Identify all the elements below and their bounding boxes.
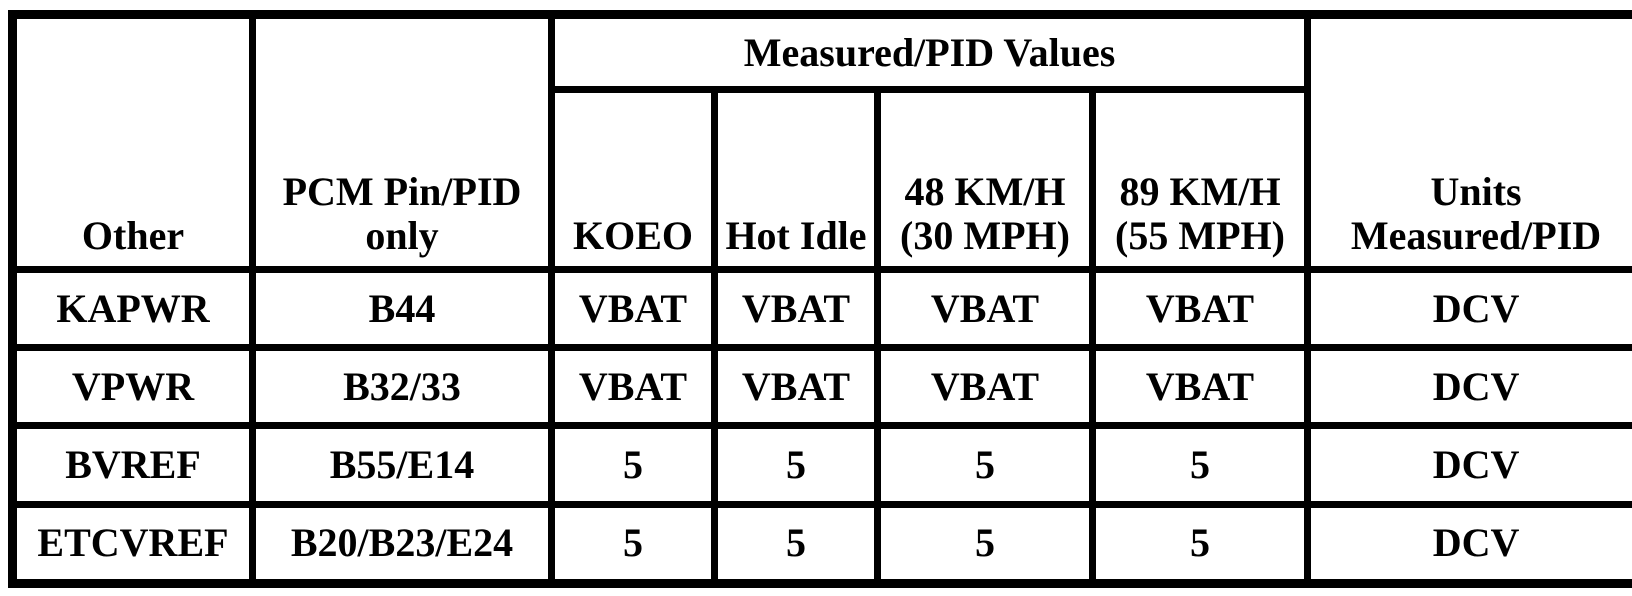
header-row: Other PCM Pin/PID only Measured/PID Valu… — [17, 19, 1632, 267]
header-cell: Units Measured/PID — [1311, 19, 1632, 267]
table-cell: VBAT — [881, 351, 1089, 423]
table-cell: 5 — [881, 507, 1089, 579]
table-cell: DCV — [1311, 351, 1632, 423]
header-cell: Other — [17, 19, 249, 267]
table-cell: VBAT — [718, 273, 874, 345]
table-cell: VBAT — [555, 351, 711, 423]
table-cell: 5 — [1096, 429, 1305, 501]
table-cell: 5 — [555, 429, 711, 501]
table-container: Other PCM Pin/PID only Measured/PID Valu… — [8, 10, 1632, 588]
table-cell: VBAT — [1096, 273, 1305, 345]
table-cell: B20/B23/E24 — [256, 507, 548, 579]
table-row: BVREF B55/E14 5 5 5 5 DCV — [17, 429, 1632, 501]
table-row: KAPWR B44 VBAT VBAT VBAT VBAT DCV — [17, 273, 1632, 345]
header-cell: 89 KM/H (55 MPH) — [1096, 93, 1305, 267]
header-cell: PCM Pin/PID only — [256, 19, 548, 267]
table-cell: 5 — [1096, 507, 1305, 579]
table-cell: 5 — [881, 429, 1089, 501]
table-cell: B32/33 — [256, 351, 548, 423]
data-table: Other PCM Pin/PID only Measured/PID Valu… — [8, 10, 1632, 588]
table-cell: B55/E14 — [256, 429, 548, 501]
table-cell: 5 — [718, 429, 874, 501]
table-cell: DCV — [1311, 273, 1632, 345]
header-cell: KOEO — [555, 93, 711, 267]
table-row: ETCVREF B20/B23/E24 5 5 5 5 DCV — [17, 507, 1632, 579]
table-cell: VBAT — [718, 351, 874, 423]
table-cell: VBAT — [555, 273, 711, 345]
table-cell: 5 — [555, 507, 711, 579]
header-row: KOEO Hot Idle 48 KM/H (30 MPH) 89 KM/H (55 … — [17, 93, 1632, 267]
header-cell: Hot Idle — [718, 93, 874, 267]
table-cell: ETCVREF — [17, 507, 249, 579]
table-cell: DCV — [1311, 507, 1632, 579]
table-cell: KAPWR — [17, 273, 249, 345]
header-cell: 48 KM/H (30 MPH) — [881, 93, 1089, 267]
table-cell: B44 — [256, 273, 548, 345]
table-cell: BVREF — [17, 429, 249, 501]
table-cell: 5 — [718, 507, 874, 579]
table-cell: VBAT — [1096, 351, 1305, 423]
header-group: Measured/PID Values — [555, 19, 1305, 87]
table-row: VPWR B32/33 VBAT VBAT VBAT VBAT DCV — [17, 351, 1632, 423]
table-cell: VBAT — [881, 273, 1089, 345]
table-cell: VPWR — [17, 351, 249, 423]
table-cell: DCV — [1311, 429, 1632, 501]
